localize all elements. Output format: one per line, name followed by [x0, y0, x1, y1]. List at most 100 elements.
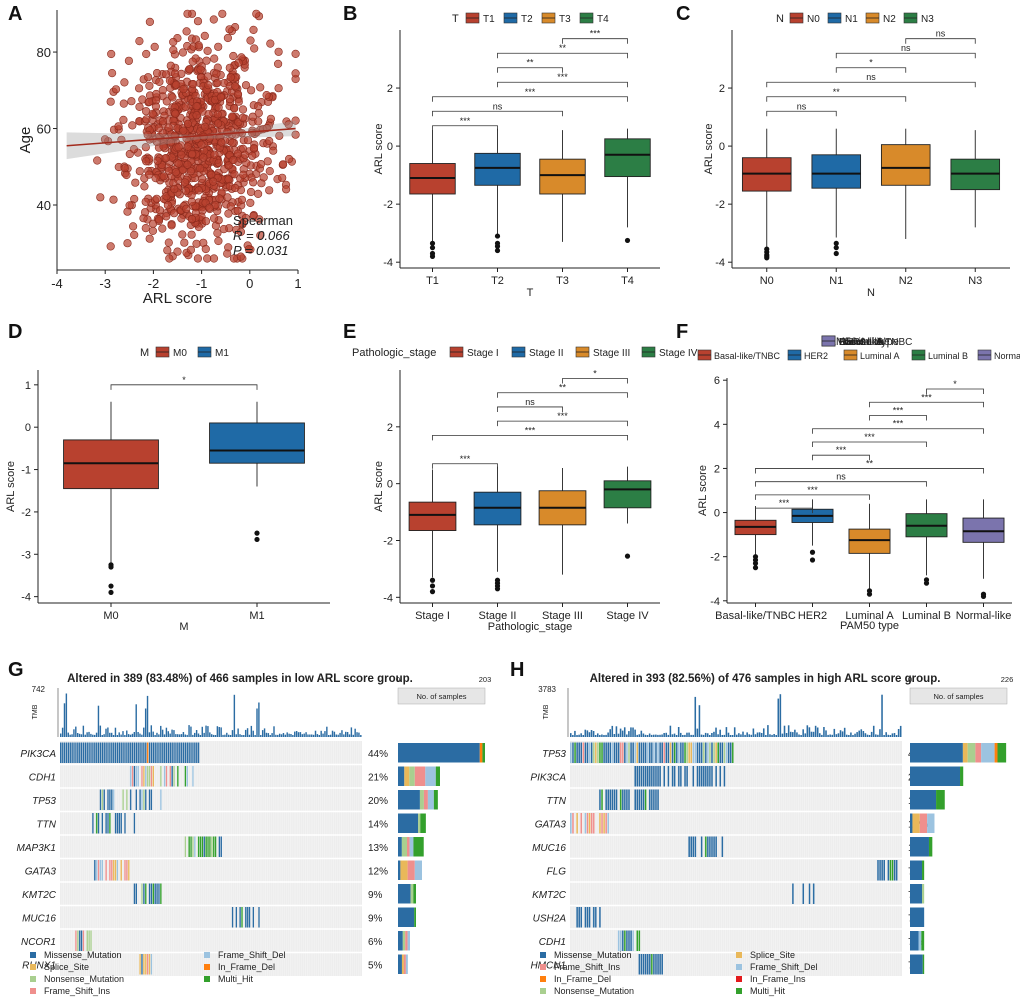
legend-label: T2 — [521, 14, 533, 25]
tmb-bar — [713, 731, 715, 737]
mutation-cell — [661, 954, 663, 975]
outlier-point — [764, 255, 770, 261]
mutation-cell — [116, 813, 119, 834]
mutation-cell — [576, 813, 578, 834]
tmb-bar — [354, 728, 356, 737]
y-tick-label: -4 — [715, 257, 725, 269]
bracket-line — [497, 67, 563, 73]
bar-axis-min: 0 — [908, 675, 912, 684]
scatter-point — [174, 143, 183, 152]
significance-bracket: *** — [432, 116, 498, 131]
scatter-point — [259, 173, 268, 182]
mutation-cell — [584, 813, 587, 834]
scatter-point — [201, 122, 210, 131]
mutation-cell — [630, 930, 632, 951]
scatter-point — [162, 212, 171, 221]
tmb-bar — [167, 731, 170, 737]
tmb-bar — [297, 732, 300, 737]
tmb-bar — [97, 705, 100, 737]
legend-label: Stage I — [467, 348, 499, 359]
mutation-cell — [650, 742, 653, 763]
tmb-bar — [731, 735, 734, 737]
box-body — [474, 152, 521, 186]
tmb-bar — [895, 735, 898, 737]
significance-bracket: *** — [432, 454, 498, 469]
significance-label: ns — [493, 101, 503, 111]
tmb-bar — [870, 731, 873, 737]
bracket-line — [812, 428, 984, 434]
mutation-cell — [76, 742, 79, 763]
legend-label: M1 — [215, 348, 229, 359]
mutation-cell — [713, 742, 715, 763]
tmb-bar — [619, 728, 622, 737]
mutation-cell — [239, 907, 241, 928]
tmb-bar — [711, 733, 713, 737]
tmb-bar — [348, 734, 351, 737]
tmb-bar — [314, 730, 317, 737]
bar-segment — [919, 813, 928, 833]
scatter-point — [254, 102, 263, 111]
scatter-point — [179, 84, 188, 94]
scatter-point — [224, 161, 233, 170]
oncoplot-title: Altered in 393 (82.56%) of 476 samples i… — [590, 673, 941, 685]
tmb-axis-title: TMB — [543, 704, 550, 719]
bracket-line — [562, 378, 628, 384]
tmb-bar — [214, 735, 217, 737]
tmb-bar — [899, 725, 902, 737]
box-t3: T3 — [539, 130, 586, 287]
mutation-cell — [877, 860, 879, 881]
mutation-cell — [167, 742, 170, 763]
mutation-cell — [144, 766, 147, 787]
y-tick-label: 2 — [714, 463, 720, 475]
mutation-cell — [648, 954, 651, 975]
tmb-bar — [127, 734, 130, 737]
mutation-cell — [144, 789, 147, 810]
tmb-bar — [239, 734, 241, 737]
tmb-bar — [596, 733, 599, 737]
outlier-point — [429, 577, 436, 583]
mutation-cell — [599, 742, 601, 763]
mutation-cell — [613, 742, 616, 763]
mutation-cell — [209, 836, 211, 857]
tmb-bar — [250, 725, 253, 737]
tmb-bar — [586, 730, 589, 737]
mutation-cell — [135, 766, 138, 787]
significance-label: *** — [590, 29, 601, 39]
y-tick-label: -4 — [21, 592, 31, 604]
tmb-bar — [729, 735, 732, 737]
mutation-cell — [88, 742, 90, 763]
scatter-point — [173, 247, 182, 256]
mutation-cell — [143, 954, 145, 975]
mutation-cell — [244, 907, 247, 928]
mutation-cell — [619, 742, 622, 763]
bracket-line — [812, 441, 927, 447]
legend-label: M0 — [173, 348, 187, 359]
bar-segment — [398, 837, 402, 857]
x-axis-title: PAM50 type — [840, 620, 899, 632]
bar-segment — [910, 954, 923, 974]
mutation-cell — [124, 813, 126, 834]
bar-segment — [910, 907, 925, 927]
tmb-bar — [582, 735, 585, 737]
bar-axis-min: 0 — [396, 675, 400, 684]
bracket-line — [766, 81, 976, 88]
scatter-point — [237, 195, 247, 204]
mutation-cell — [592, 907, 595, 928]
mutation-cell — [150, 766, 153, 787]
tmb-bar — [333, 731, 336, 737]
scatter-point — [203, 46, 212, 56]
mutation-cell — [180, 742, 183, 763]
tmb-bar — [184, 734, 186, 737]
tmb-bar — [719, 729, 721, 737]
significance-bracket: *** — [497, 72, 628, 88]
tmb-bar — [580, 733, 582, 737]
scatter-point — [163, 246, 172, 255]
mutation-cell — [605, 742, 607, 763]
y-tick-label: 2 — [719, 83, 725, 95]
scatter-point — [154, 124, 163, 133]
scatter-point — [226, 73, 235, 82]
mutation-cell — [114, 860, 117, 881]
scatter-point — [158, 117, 167, 126]
legend-swatch — [736, 964, 742, 970]
tmb-bar — [783, 725, 786, 737]
